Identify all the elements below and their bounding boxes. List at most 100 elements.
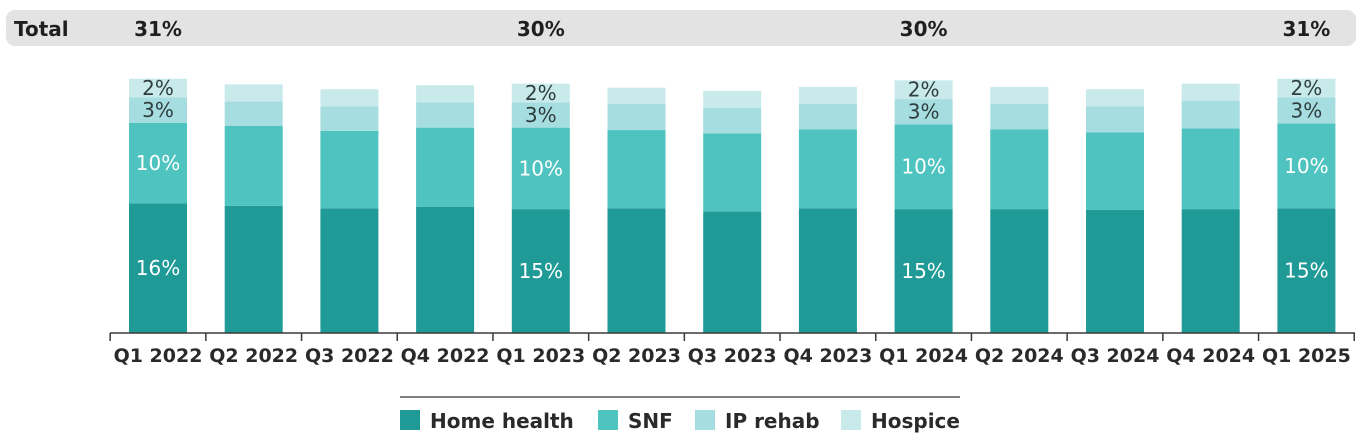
data-label-home-health-q1-2024: 15% [901, 259, 945, 283]
bar-segment-hospice-q1-2023 [511, 83, 570, 103]
data-label-snf-q1-2025: 10% [1284, 154, 1328, 178]
bar-segment-ip-rehab-q4-2022 [416, 102, 475, 128]
bar-segment-home-health-q1-2025 [1277, 208, 1336, 333]
data-label-ip-rehab-q1-2022: 3% [142, 98, 174, 122]
data-label-snf-q1-2024: 10% [901, 155, 945, 179]
bar-segment-hospice-q4-2024 [1181, 83, 1240, 101]
bar-segment-ip-rehab-q3-2024 [1086, 106, 1144, 133]
x-axis: Q1 2022 Q2 2022 Q3 2022 Q4 2022 Q1 2023 Q2 20… [109, 332, 1355, 367]
bar-segment-ip-rehab-q2-2023 [607, 103, 666, 131]
bar-segment-hospice-q3-2023 [703, 90, 762, 109]
x-tick-label-q2-2022: Q2 2022 [209, 345, 298, 367]
bar-segment-hospice-q2-2024 [990, 86, 1049, 104]
bar-segment-home-health-q1-2022 [129, 203, 187, 333]
total-label: Total [14, 17, 69, 41]
legend-swatch-hospice [841, 410, 861, 430]
data-label-home-health-q1-2025: 15% [1284, 259, 1328, 283]
bar-segment-snf-q2-2022 [224, 125, 283, 206]
data-label-ip-rehab-q1-2025: 3% [1291, 99, 1323, 123]
x-tick-label-q2-2023: Q2 2023 [592, 345, 681, 367]
total-value-q1-2022: 31% [134, 17, 182, 41]
bar-segment-home-health-q1-2023 [511, 209, 570, 333]
legend-label-ip-rehab: IP rehab [725, 409, 820, 433]
bar-segment-ip-rehab-q4-2024 [1181, 100, 1240, 129]
bar-segment-ip-rehab-q4-2023 [798, 103, 857, 130]
bar-segment-snf-q4-2022 [416, 127, 475, 207]
bar-segment-snf-q4-2023 [798, 129, 857, 209]
legend-swatch-ip-rehab [695, 410, 715, 430]
bar-segment-ip-rehab-q1-2022 [129, 97, 187, 123]
x-tick-label-q3-2024: Q3 2024 [1071, 345, 1160, 367]
bar-segment-snf-q1-2023 [511, 127, 570, 210]
data-label-ip-rehab-q1-2023: 3% [525, 103, 557, 127]
bar-segment-home-health-q1-2024 [894, 209, 953, 333]
x-tick-label-q4-2024: Q4 2024 [1166, 345, 1255, 367]
bar-segment-home-health-q2-2024 [990, 209, 1049, 333]
bar-segment-ip-rehab-q3-2023 [703, 108, 762, 134]
bar-segment-snf-q3-2022 [320, 130, 379, 209]
bar-segment-hospice-q4-2022 [416, 85, 475, 103]
data-label-hospice-q1-2024: 2% [908, 78, 940, 102]
legend-swatch-snf [598, 410, 618, 430]
x-tick-label-q1-2024: Q1 2024 [879, 345, 968, 367]
bar-segment-home-health-q3-2024 [1086, 209, 1144, 333]
bar-segment-snf-q1-2024 [894, 124, 953, 210]
bar-segment-ip-rehab-q1-2023 [511, 102, 570, 128]
bar-segment-snf-q2-2023 [607, 130, 666, 209]
bar-segment-snf-q1-2022 [129, 122, 187, 204]
bar-segment-home-health-q3-2022 [320, 208, 379, 333]
bar-segment-hospice-q2-2023 [607, 87, 666, 104]
data-label-home-health-q1-2022: 16% [136, 256, 180, 280]
bar-segment-hospice-q1-2025 [1277, 78, 1336, 98]
total-value-q1-2025: 31% [1282, 17, 1330, 41]
bar-segment-home-health-q4-2024 [1181, 209, 1240, 333]
bar-segment-snf-q1-2025 [1277, 123, 1336, 209]
data-label-home-health-q1-2023: 15% [519, 259, 563, 283]
data-label-hospice-q1-2022: 2% [142, 76, 174, 100]
bar-segment-hospice-q2-2022 [224, 84, 283, 102]
bar-segment-snf-q2-2024 [990, 129, 1049, 210]
bar-segment-home-health-q2-2023 [607, 208, 666, 333]
data-label-snf-q1-2023: 10% [519, 156, 563, 180]
bar-segment-hospice-q3-2024 [1086, 89, 1144, 107]
x-tick-label-q1-2023: Q1 2023 [496, 345, 585, 367]
total-value-q1-2024: 30% [900, 17, 948, 41]
legend-label-hospice: Hospice [871, 409, 960, 433]
bar-segment-snf-q3-2024 [1086, 132, 1144, 210]
legend-label-home-health: Home health [430, 409, 574, 433]
bar-segment-hospice-q1-2022 [129, 78, 187, 98]
x-tick-label-q4-2022: Q4 2022 [401, 345, 490, 367]
bar-segment-home-health-q4-2023 [798, 208, 857, 333]
x-tick-label-q1-2025: Q1 2025 [1262, 345, 1351, 367]
total-value-q1-2023: 30% [517, 17, 565, 41]
x-tick-label-q3-2022: Q3 2022 [305, 345, 394, 367]
bar-segment-ip-rehab-q2-2024 [990, 103, 1049, 130]
bar-segment-snf-q3-2023 [703, 133, 762, 212]
bar-segment-ip-rehab-q3-2022 [320, 106, 379, 131]
bar-segment-ip-rehab-q1-2025 [1277, 97, 1336, 124]
total-band-background [6, 10, 1356, 46]
bars: 16%10%3%2%15%10%3%2%15%10%3%2%15%10%3%2% [129, 76, 1336, 333]
data-label-hospice-q1-2025: 2% [1291, 76, 1323, 100]
data-label-snf-q1-2022: 10% [136, 151, 180, 175]
total-band: Total 31% 30% 30% 31% [6, 10, 1356, 46]
bar-segment-hospice-q3-2022 [320, 89, 379, 107]
bar-segment-home-health-q2-2022 [224, 205, 283, 333]
x-tick-label-q3-2023: Q3 2023 [688, 345, 777, 367]
legend: Home health SNF IP rehab Hospice [400, 396, 960, 433]
bar-segment-home-health-q4-2022 [416, 206, 475, 333]
data-label-hospice-q1-2023: 2% [525, 81, 557, 105]
bar-segment-home-health-q3-2023 [703, 211, 762, 333]
bar-segment-ip-rehab-q2-2022 [224, 101, 283, 126]
legend-swatch-home-health [400, 410, 420, 430]
bar-segment-ip-rehab-q1-2024 [894, 99, 953, 125]
bar-segment-hospice-q4-2023 [798, 86, 857, 104]
data-label-ip-rehab-q1-2024: 3% [908, 100, 940, 124]
x-tick-label-q1-2022: Q1 2022 [114, 345, 203, 367]
bar-segment-snf-q4-2024 [1181, 128, 1240, 210]
x-tick-label-q2-2024: Q2 2024 [975, 345, 1064, 367]
legend-label-snf: SNF [628, 409, 673, 433]
x-tick-label-q4-2023: Q4 2023 [783, 345, 872, 367]
